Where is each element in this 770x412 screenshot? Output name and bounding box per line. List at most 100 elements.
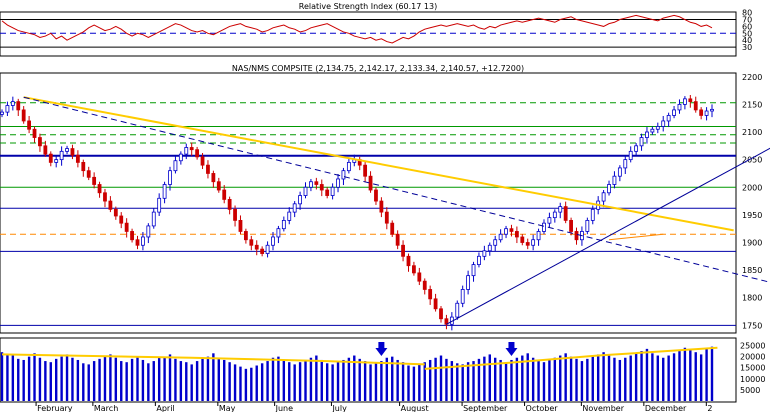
rsi-line (1, 14, 713, 44)
candle (585, 217, 590, 235)
volume-bar (694, 352, 697, 401)
volume-bar (168, 354, 172, 401)
candle (281, 216, 286, 232)
candle (97, 181, 102, 198)
candle (292, 201, 297, 218)
rsi-title: Relative Strength Index (60.17 13) (299, 2, 437, 11)
volume-bar (293, 364, 296, 401)
volume-bar (244, 368, 248, 401)
x-tick-label-11: 2 (707, 404, 712, 412)
volume-bar (76, 359, 80, 401)
volume-bar (103, 355, 107, 401)
candle (0, 109, 4, 118)
candle (617, 165, 622, 182)
volume-bar (401, 362, 405, 401)
candle (70, 144, 75, 160)
volume-bar (125, 362, 128, 401)
candle (113, 206, 118, 220)
candle (346, 158, 351, 174)
candle (498, 229, 503, 243)
price-trend-line-3 (608, 233, 664, 241)
volume-bar (266, 361, 269, 401)
candle (650, 126, 655, 135)
volume-bar (380, 361, 383, 401)
candle (276, 225, 281, 244)
candle (319, 179, 324, 197)
volume-bar (38, 357, 42, 401)
volume-bar (591, 356, 594, 401)
volume-bar (672, 353, 676, 401)
candle (547, 212, 552, 228)
candle (184, 143, 189, 160)
volume-bar (185, 362, 188, 401)
volume-bar (683, 347, 687, 401)
candle (699, 107, 704, 120)
volume-bar (27, 356, 31, 401)
volume-bar (309, 357, 313, 401)
volume-bar (461, 364, 464, 401)
candle (336, 173, 340, 193)
candle (520, 234, 525, 246)
price-tick-4: 1950 (742, 211, 762, 220)
volume-bar (320, 359, 323, 401)
price-title: NAS/NMS COMPSITE (2,134.75, 2,142.17, 2,… (232, 64, 524, 73)
volume-bar (0, 352, 4, 401)
candle (243, 228, 248, 244)
volume-bar (602, 352, 605, 401)
volume-bar (239, 366, 242, 401)
volume-bar (174, 358, 177, 401)
candle (455, 300, 460, 320)
volume-bar (396, 359, 399, 401)
candle (563, 201, 568, 224)
volume-bar (374, 362, 378, 401)
volume-bar (363, 361, 367, 401)
x-tick-label-1: March (94, 404, 118, 412)
x-tick-label-9: November (582, 404, 624, 412)
candle (406, 253, 411, 272)
candle (287, 207, 292, 225)
volume-bar (255, 365, 258, 401)
volume-bar (542, 362, 546, 401)
volume-bar (98, 358, 101, 401)
volume-bar (618, 359, 622, 401)
candle (379, 197, 384, 218)
x-tick-label-10: December (645, 404, 687, 412)
candle (43, 140, 48, 157)
volume-bar (147, 363, 150, 401)
volume-tick-0: 5000 (740, 386, 760, 395)
x-tick-label-7: September (463, 404, 508, 412)
volume-bar (217, 357, 220, 401)
volume-bar (434, 357, 437, 401)
volume-bar (569, 356, 573, 401)
volume-bar (607, 355, 611, 401)
volume-bar (651, 353, 654, 401)
price-tick-1: 1800 (742, 294, 762, 303)
volume-bar (33, 353, 36, 401)
candle (59, 146, 64, 166)
candle (688, 94, 693, 108)
volume-bar (60, 356, 63, 401)
candle (363, 161, 368, 183)
candle (390, 220, 395, 237)
candle (86, 166, 91, 181)
volume-bar (304, 359, 307, 401)
candle (601, 190, 606, 208)
volume-bar (336, 362, 340, 401)
candle (607, 180, 611, 196)
volume-bar (526, 353, 529, 401)
x-tick-label-3: May (219, 404, 236, 412)
candle (536, 228, 541, 246)
volume-bar (17, 358, 20, 401)
volume-bar (418, 364, 421, 401)
x-tick-label-4: June (275, 404, 294, 412)
candle (27, 115, 31, 134)
candle (103, 188, 107, 208)
candle (119, 212, 124, 229)
candle (157, 193, 162, 216)
volume-bar (260, 363, 264, 401)
candle (130, 228, 134, 243)
volume-bar (369, 364, 372, 401)
volume-bar (201, 358, 204, 401)
candle (21, 106, 26, 124)
volume-bar (705, 348, 708, 401)
